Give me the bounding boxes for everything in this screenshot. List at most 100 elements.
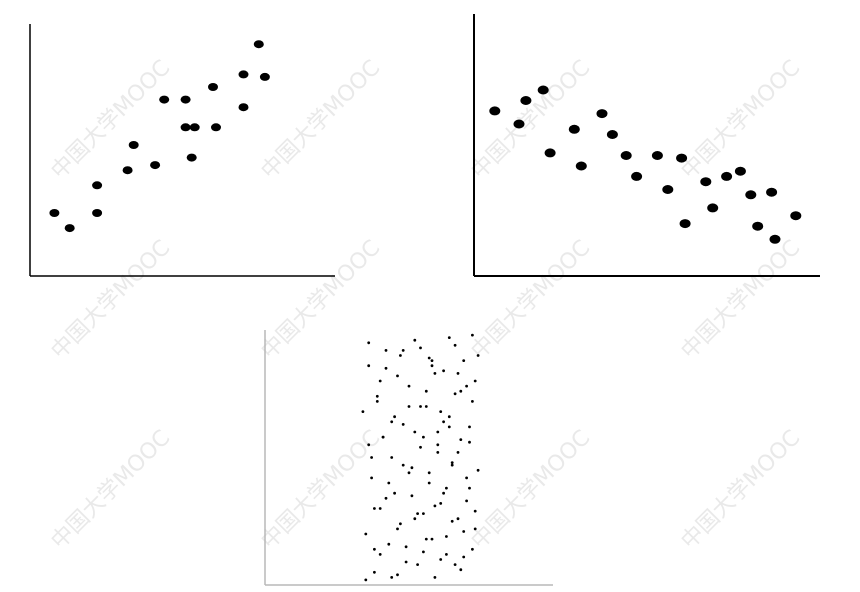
scatter-point: [436, 451, 440, 454]
scatter-point: [390, 456, 394, 459]
scatter-point: [64, 224, 75, 233]
scatter-point: [476, 468, 480, 472]
scatter-point: [456, 517, 460, 521]
scatter-point: [568, 124, 580, 134]
scatter-point: [433, 576, 437, 579]
scatter-point: [707, 203, 719, 213]
scatter-point: [439, 502, 443, 505]
scatter-point: [189, 123, 200, 132]
watermark-text: 中国大学MOOC: [677, 56, 806, 185]
scatter-point: [375, 394, 379, 398]
scatter-point: [378, 379, 382, 383]
scatter-point: [424, 389, 428, 393]
scatter-point: [734, 166, 746, 176]
scatter-point: [721, 171, 733, 181]
scatter-point: [427, 356, 431, 360]
scatter-point: [259, 72, 270, 81]
scatter-point: [465, 499, 468, 503]
watermark-text: 中国大学MOOC: [677, 426, 806, 555]
scatter-point: [384, 496, 388, 500]
scatter-point: [396, 374, 399, 378]
scatter-point: [436, 443, 440, 447]
scatter-point: [476, 354, 480, 357]
scatter-point: [631, 171, 643, 181]
scatter-point: [159, 95, 170, 104]
scatter-point: [453, 563, 457, 566]
scatter-point: [468, 425, 471, 429]
scatter-point: [364, 532, 368, 536]
scatter-point: [422, 550, 425, 554]
scatter-point: [433, 504, 437, 508]
scatter-point: [430, 359, 434, 362]
scatter-point: [375, 400, 379, 403]
watermark-text: 中国大学MOOC: [467, 236, 596, 365]
scatter-point: [399, 522, 402, 526]
scatter-point: [471, 547, 474, 551]
scatter-point: [473, 527, 477, 531]
scatter-point: [413, 517, 417, 521]
scatter-point: [769, 234, 781, 244]
scatter-point: [676, 153, 688, 163]
scatter-point: [445, 486, 448, 490]
scatter-point: [489, 106, 501, 116]
scatter-point: [413, 338, 417, 342]
scatter-point: [447, 415, 451, 419]
scatter-point: [422, 435, 425, 439]
scatter-point: [537, 85, 549, 95]
scatter-point: [401, 423, 405, 426]
scatter-point: [396, 527, 399, 531]
scatter-point: [419, 445, 422, 449]
scatter-point: [401, 463, 405, 467]
scatter-point: [445, 553, 448, 556]
watermark-text: 中国大学MOOC: [257, 236, 386, 365]
watermark-text: 中国大学MOOC: [467, 56, 596, 185]
scatter-point: [150, 161, 161, 170]
scatter-point: [92, 181, 103, 190]
watermark-layer: 中国大学MOOC 中国大学MOOC 中国大学MOOC 中国大学MOOC 中国大学MOOC…: [47, 56, 806, 555]
scatter-point: [378, 507, 382, 510]
scatter-point: [520, 96, 532, 105]
scatter-point: [122, 166, 133, 175]
scatter-point: [211, 123, 221, 132]
scatter-point: [370, 476, 373, 480]
scatter-point: [450, 461, 454, 464]
scatter-point: [651, 151, 663, 160]
scatter-point: [410, 466, 414, 470]
scatter-point: [473, 379, 477, 383]
scatter-point: [679, 219, 691, 229]
scatter-point: [465, 384, 468, 388]
scatter-point: [745, 190, 757, 200]
scatter-point: [404, 545, 408, 549]
scatter-point: [361, 410, 365, 413]
scatter-point: [471, 333, 474, 337]
scatter-point: [393, 491, 396, 495]
scatter-point: [468, 486, 471, 490]
scatter-point: [390, 576, 394, 579]
scatter-point: [430, 537, 434, 541]
scatter-point: [180, 95, 191, 104]
scatter-point: [459, 389, 463, 393]
scatter-point: [471, 400, 474, 403]
scatter-point: [459, 568, 463, 572]
scatter-point: [384, 366, 388, 370]
scatter-point: [367, 364, 371, 368]
scatter-point: [700, 177, 712, 187]
scatter-point: [450, 519, 454, 523]
scatter-point: [387, 542, 391, 546]
scatter-point: [462, 359, 466, 362]
scatter-point: [416, 563, 419, 566]
scatter-chart-positive: [29, 24, 335, 277]
scatter-point: [407, 405, 411, 408]
scatter-point: [370, 456, 373, 459]
scatter-point: [459, 438, 463, 441]
scatter-point: [462, 555, 466, 559]
scatter-point: [390, 420, 394, 424]
scatter-point: [450, 463, 454, 467]
scatter-point: [367, 443, 371, 447]
scatter-point: [465, 476, 468, 480]
scatter-point: [419, 346, 422, 350]
watermark-text: 中国大学MOOC: [467, 426, 596, 555]
scatter-point: [410, 494, 414, 498]
scatter-point: [456, 451, 460, 454]
